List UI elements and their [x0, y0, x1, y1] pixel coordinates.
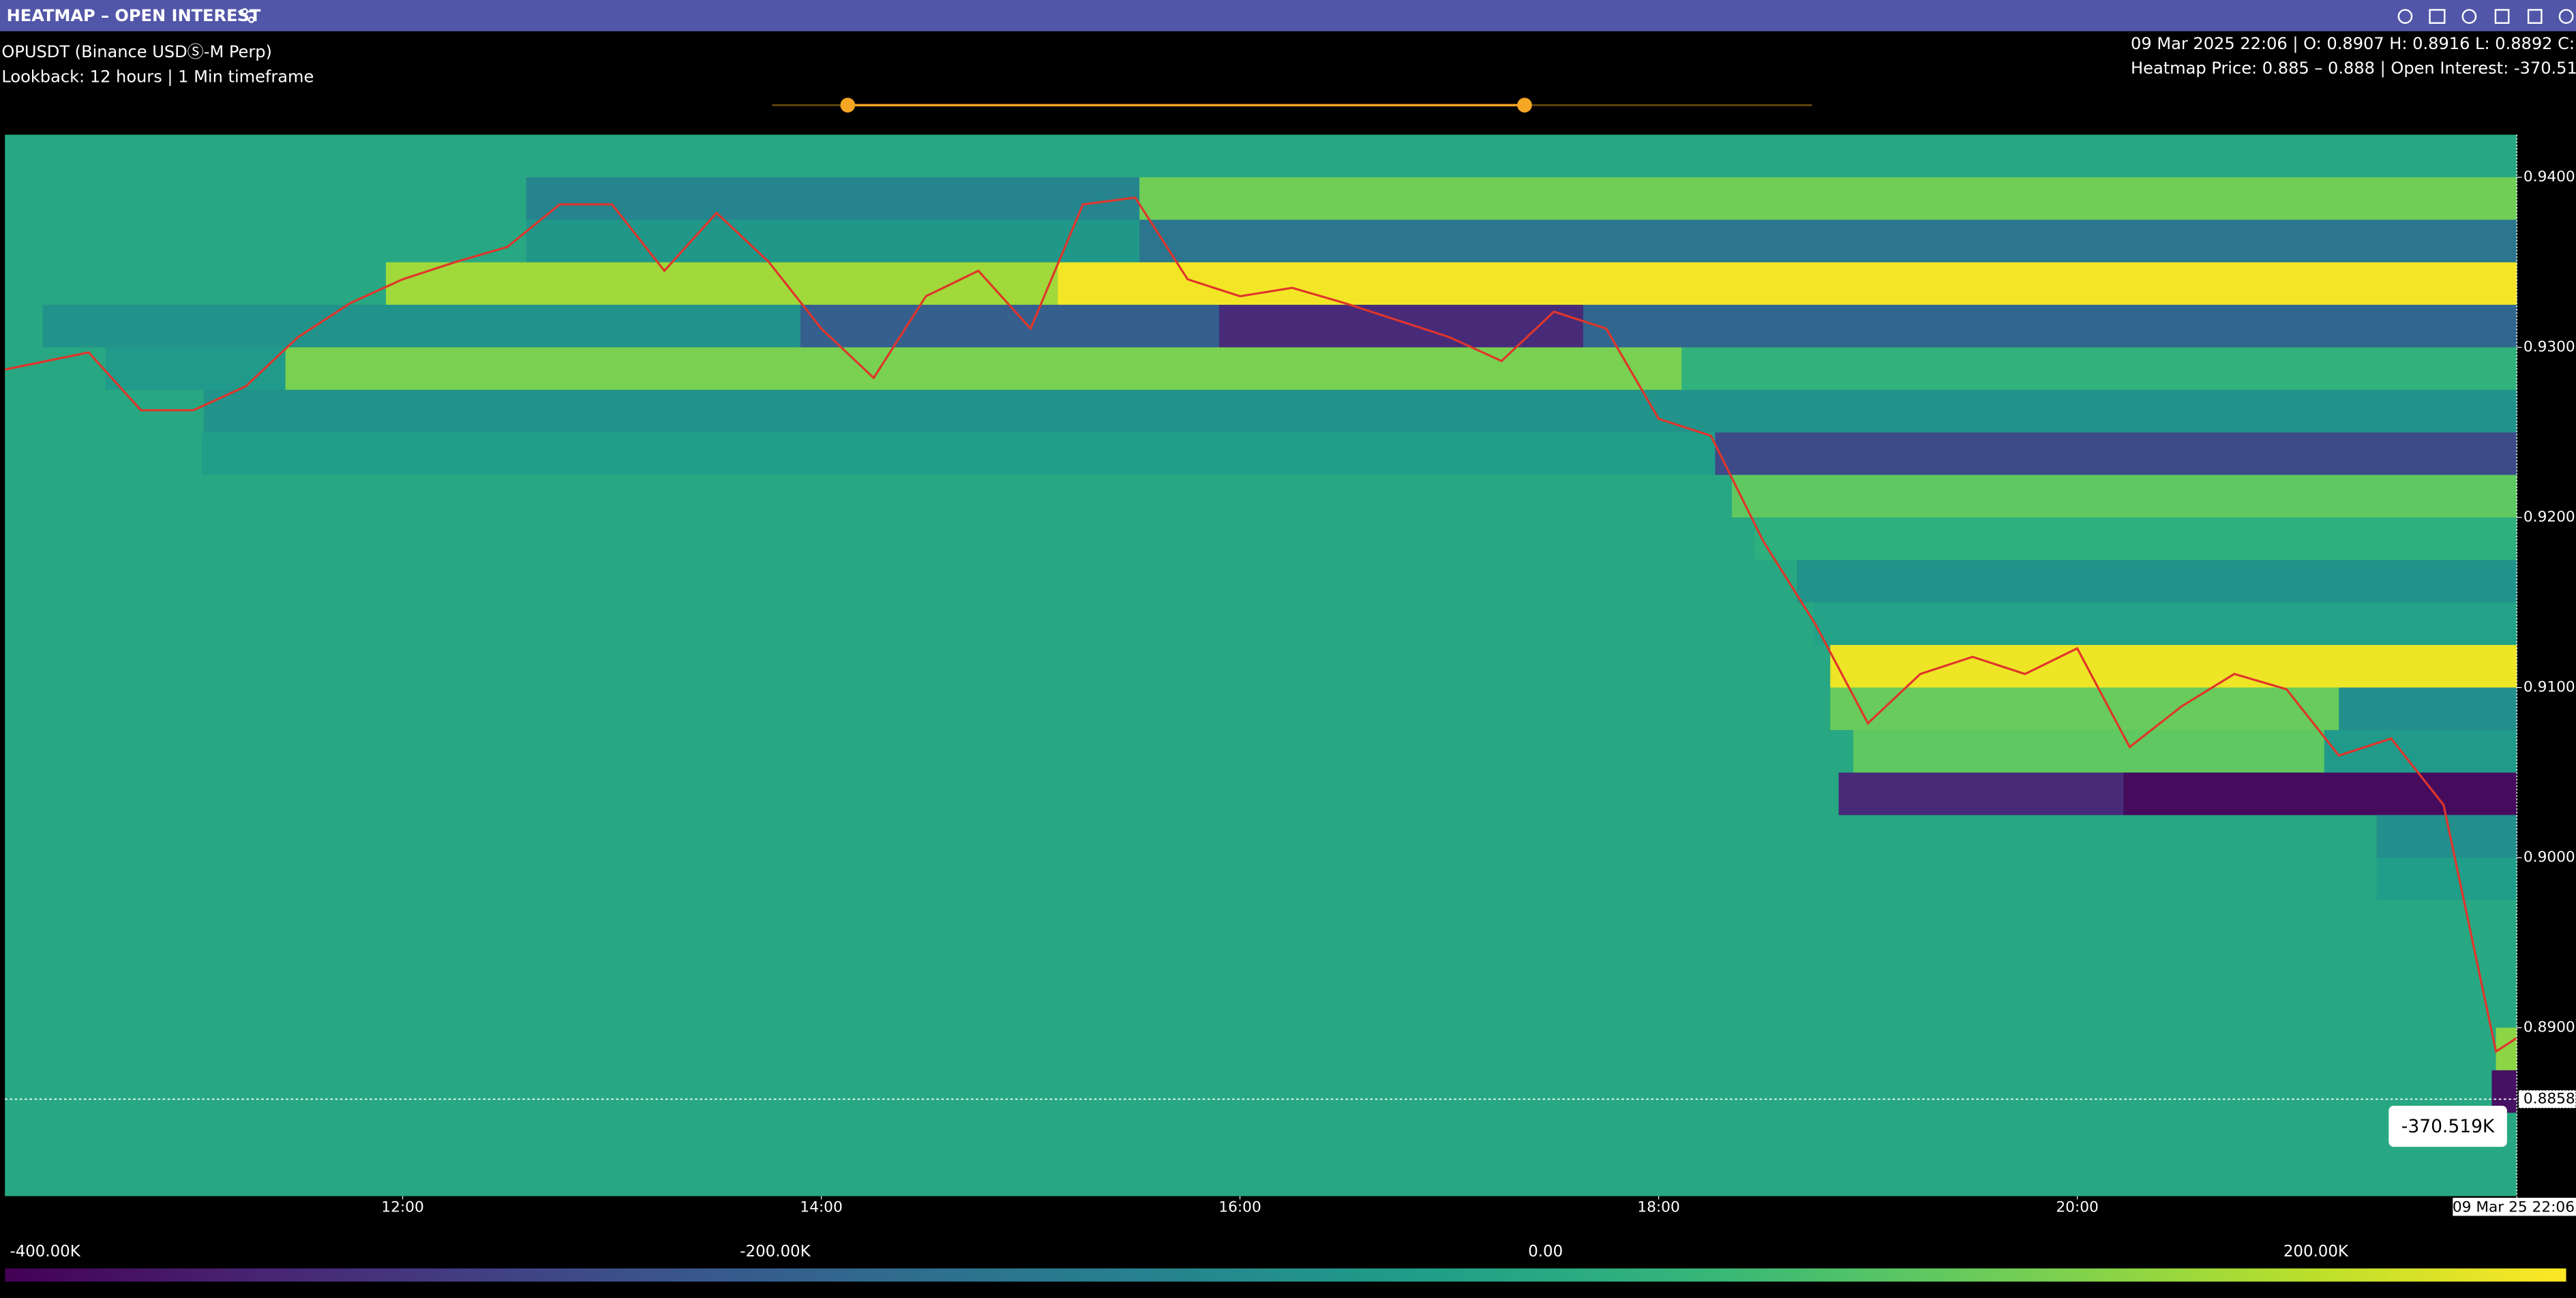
heatmap-cell — [1218, 305, 1584, 348]
title-bar — [0, 0, 2576, 31]
heatmap-cell — [1139, 177, 2517, 220]
heatmap-cell — [1139, 220, 2517, 262]
y-tick-label: 0.8900 — [2523, 1019, 2575, 1036]
symbol: OPUSDT (Binance USDⓈ-M Perp) — [1, 42, 272, 61]
heatmap-cell — [1681, 347, 2517, 390]
heatmap-cell — [800, 305, 1219, 348]
heatmap-cell — [2491, 1070, 2517, 1113]
y-tick-label: 0.9100 — [2523, 679, 2575, 696]
price-line — [4, 196, 2518, 1054]
x-tick-label: 18:00 — [1637, 1198, 1679, 1216]
heatmap-cell — [1853, 729, 2324, 773]
heatmap-cell — [1058, 262, 2517, 305]
heatmap-cell — [1830, 687, 2339, 730]
heatmap-cell — [385, 262, 1058, 305]
y-tick-label: 0.9400 — [2523, 168, 2575, 185]
range-slider[interactable] — [772, 97, 1812, 113]
heatmap-cell — [1754, 517, 2517, 560]
heatmap-cell — [105, 347, 286, 390]
colorbar-tick-label: -200.00K — [740, 1243, 811, 1261]
price-marker-label: 0.8858 — [2523, 1090, 2575, 1107]
x-tick-label: 09 Mar 25 22:06 — [2453, 1198, 2575, 1216]
x-tick-label: 16:00 — [1218, 1198, 1261, 1216]
heatmap-cell — [2376, 858, 2517, 901]
y-tick-label: 0.9000 — [2523, 849, 2575, 866]
settings-icon[interactable] — [238, 8, 256, 23]
heatmap-cell — [203, 389, 2517, 433]
heatmap-cell — [2339, 687, 2517, 730]
heatmap-info: Heatmap Price: 0.885 – 0.888 | Open Inte… — [2131, 59, 2576, 78]
heatmap-cell — [1813, 602, 2517, 646]
heatmap-cell — [1797, 560, 2517, 603]
y-tick-label: 0.9200 — [2523, 509, 2575, 526]
heatmap-cell — [526, 220, 1140, 262]
heatmap-cell — [42, 305, 800, 348]
heatmap-cell — [201, 432, 1716, 475]
heatmap-cell — [526, 177, 1140, 220]
x-tick-label: 14:00 — [800, 1198, 842, 1216]
heatmap-cell — [2123, 772, 2517, 815]
colorbar-tick-label: 200.00K — [2283, 1243, 2349, 1261]
window-title: HEATMAP – OPEN INTEREST — [7, 6, 261, 25]
heatmap-cell — [1830, 645, 2517, 688]
colorbar-tick-label: -400.00K — [10, 1243, 80, 1261]
lookback: Lookback: 12 hours | 1 Min timeframe — [1, 67, 314, 86]
toolbar-icons[interactable] — [2397, 9, 2574, 24]
x-label-box — [2453, 1197, 2576, 1216]
colorbar — [5, 1268, 2566, 1282]
heatmap-cell — [1732, 474, 2517, 518]
tooltip-box — [2388, 1106, 2507, 1147]
ohlc-info: 09 Mar 2025 22:06 | O: 0.8907 H: 0.8916 … — [2131, 34, 2576, 53]
heatmap-cell — [1715, 432, 2517, 475]
y-tick-label: 0.9300 — [2523, 339, 2575, 356]
heatmap-cell — [1838, 772, 2124, 815]
heatmap-cell — [2324, 729, 2517, 773]
heatmap-cell — [285, 347, 1682, 390]
tooltip: -370.519K — [2401, 1116, 2495, 1137]
x-tick-label: 12:00 — [381, 1198, 423, 1216]
x-tick-label: 20:00 — [2056, 1198, 2098, 1216]
price-marker-box — [2518, 1089, 2576, 1109]
colorbar-tick-label: 0.00 — [1528, 1243, 1563, 1261]
heatmap-cell — [1583, 305, 2517, 348]
